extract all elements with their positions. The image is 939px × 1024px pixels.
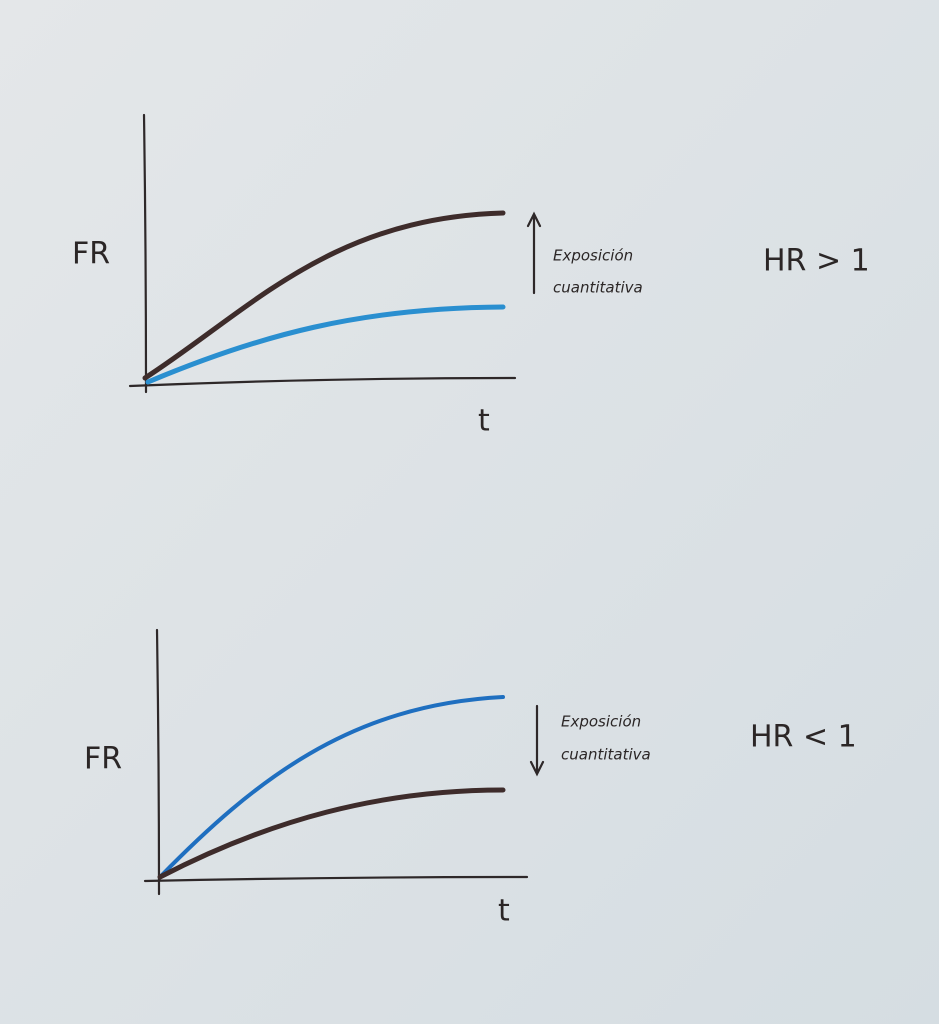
annotation: Exposición: [561, 713, 641, 731]
y-label: FR: [72, 237, 110, 272]
x-label: t: [498, 894, 510, 929]
annotation: cuantitativa: [553, 279, 643, 297]
curve-blue: [158, 695, 505, 879]
arrow-down: [529, 704, 545, 777]
condition: HR > 1: [763, 244, 870, 279]
panel: FR t Exposición cuantitativa HR < 1: [84, 628, 857, 929]
curve-blue: [145, 304, 506, 385]
annotation: Exposición: [553, 247, 633, 265]
x-label: t: [478, 404, 490, 439]
x-axis: [128, 376, 517, 388]
curve-dark: [157, 787, 506, 880]
arrow-up: [526, 211, 542, 295]
panel: FR t Exposición cuantitativa HR > 1: [72, 113, 870, 439]
condition: HR < 1: [750, 720, 857, 755]
annotation: cuantitativa: [561, 746, 651, 764]
x-axis: [143, 875, 529, 883]
y-axis: [155, 628, 161, 896]
y-axis: [142, 113, 148, 394]
curve-dark: [142, 210, 506, 381]
y-label: FR: [84, 742, 122, 777]
